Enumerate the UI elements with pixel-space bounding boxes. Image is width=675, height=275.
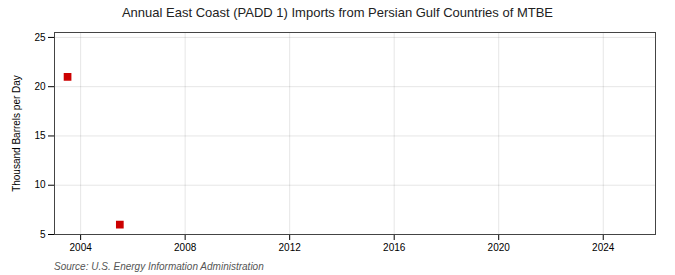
svg-text:2016: 2016 — [383, 242, 406, 253]
svg-text:5: 5 — [40, 229, 46, 240]
svg-text:2024: 2024 — [592, 242, 615, 253]
svg-text:20: 20 — [34, 81, 46, 92]
svg-text:2004: 2004 — [70, 242, 93, 253]
svg-text:2008: 2008 — [174, 242, 197, 253]
svg-text:2020: 2020 — [488, 242, 511, 253]
svg-text:Thousand Barrels per Day: Thousand Barrels per Day — [11, 75, 22, 192]
html-text:Annual East Coast (PADD 1) Imp: Annual East Coast (PADD 1) Imports from … — [122, 5, 553, 20]
svg-text:25: 25 — [34, 32, 46, 43]
svg-text:10: 10 — [34, 179, 46, 190]
svg-text:15: 15 — [34, 130, 46, 141]
svg-text:2012: 2012 — [279, 242, 302, 253]
html-text:Source: U.S. Energy Informatio: Source: U.S. Energy Information Administ… — [54, 261, 264, 272]
